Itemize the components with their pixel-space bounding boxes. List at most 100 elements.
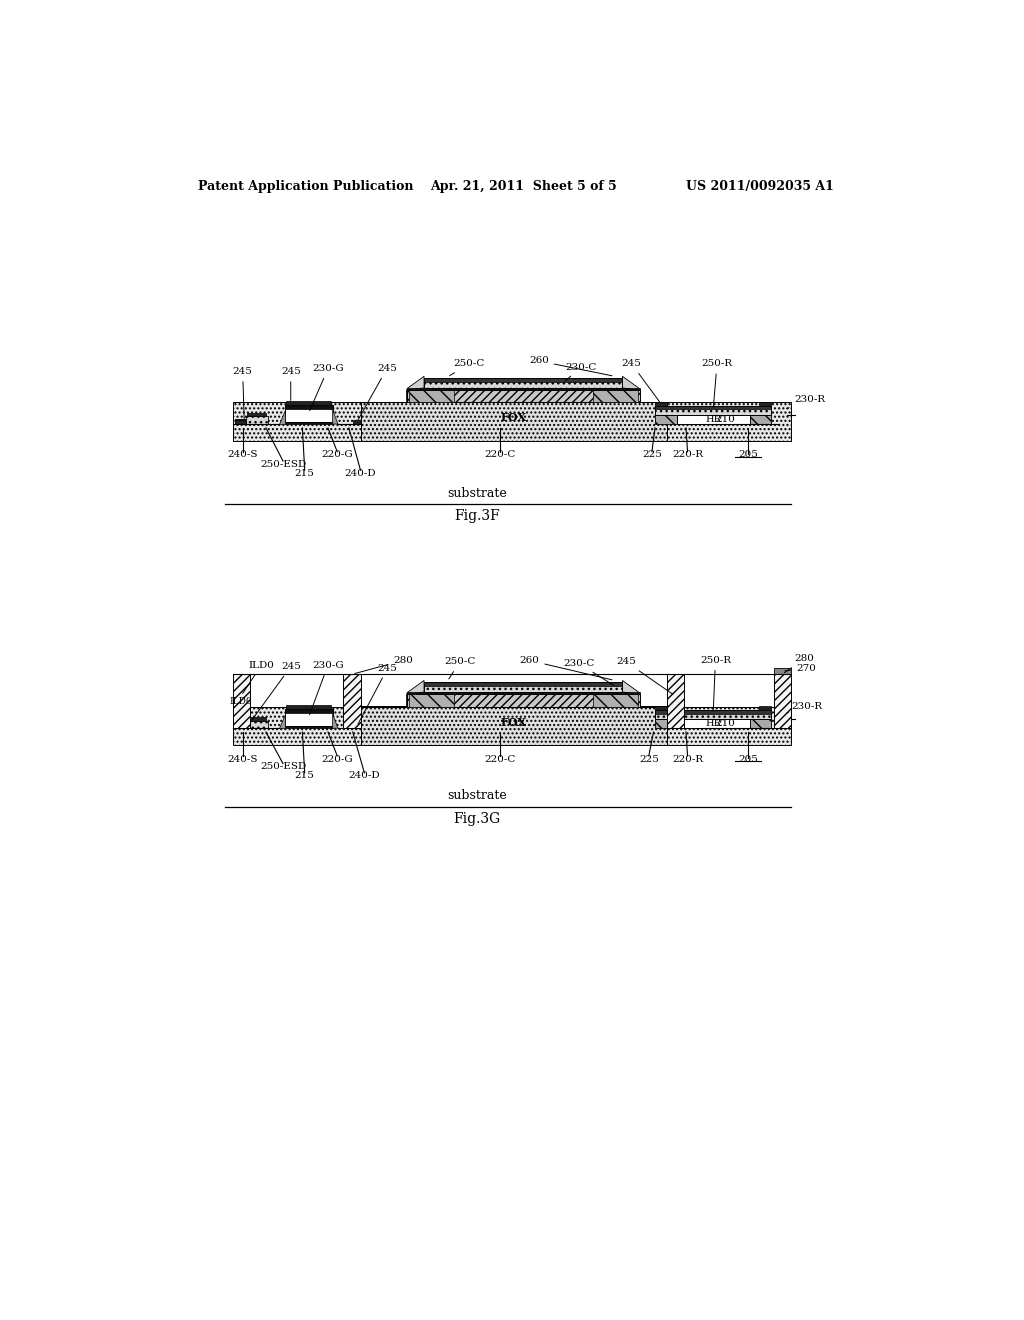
Text: 245: 245 <box>358 364 396 420</box>
Bar <box>248 717 266 721</box>
Text: 230-G: 230-G <box>309 364 344 411</box>
Bar <box>759 706 771 710</box>
Bar <box>407 694 640 706</box>
Text: ILD0: ILD0 <box>243 660 274 693</box>
Bar <box>285 405 333 422</box>
Bar <box>352 725 360 729</box>
Bar <box>246 416 267 424</box>
Text: Apr. 21, 2011  Sheet 5 of 5: Apr. 21, 2011 Sheet 5 of 5 <box>430 181 617 194</box>
Polygon shape <box>333 411 338 424</box>
Text: 215: 215 <box>295 771 314 780</box>
Text: 250-ESD: 250-ESD <box>260 459 306 469</box>
Polygon shape <box>360 376 424 403</box>
Text: Patent Application Publication: Patent Application Publication <box>198 181 414 194</box>
Polygon shape <box>333 714 338 729</box>
Bar <box>667 675 684 729</box>
Polygon shape <box>280 411 285 424</box>
Bar <box>286 705 331 709</box>
Text: substrate: substrate <box>446 789 507 803</box>
Bar <box>234 420 246 424</box>
Bar <box>655 405 771 409</box>
Text: 215: 215 <box>295 469 314 478</box>
Bar <box>655 710 771 714</box>
Bar <box>234 725 246 729</box>
Bar <box>232 706 360 744</box>
Bar <box>407 391 640 403</box>
Text: 220-C: 220-C <box>484 450 516 459</box>
Bar <box>360 403 667 441</box>
Text: 240-S: 240-S <box>227 755 258 763</box>
Bar <box>655 706 668 710</box>
Text: 220-R: 220-R <box>672 755 703 763</box>
Polygon shape <box>623 376 667 403</box>
Text: 225: 225 <box>639 755 658 763</box>
Text: 280: 280 <box>784 655 814 673</box>
Text: 245: 245 <box>616 657 673 694</box>
Bar <box>409 391 454 403</box>
Text: 250-ESD: 250-ESD <box>260 762 306 771</box>
Bar <box>750 719 771 729</box>
Text: 205: 205 <box>738 450 758 459</box>
Bar <box>655 401 668 405</box>
Text: 210: 210 <box>715 719 734 729</box>
Bar <box>407 388 640 391</box>
Polygon shape <box>360 681 424 706</box>
Text: 245: 245 <box>252 663 301 719</box>
Text: 240-S: 240-S <box>227 450 258 459</box>
Text: 270: 270 <box>784 664 816 673</box>
Text: 220-C: 220-C <box>484 755 516 763</box>
Bar <box>424 378 623 388</box>
Bar <box>773 675 791 729</box>
Text: 260: 260 <box>528 356 612 376</box>
Text: 250-R: 250-R <box>701 359 732 408</box>
Text: substrate: substrate <box>446 487 507 500</box>
Text: 230-R: 230-R <box>786 702 822 713</box>
Text: FOX: FOX <box>501 717 526 727</box>
Text: 230-C: 230-C <box>565 363 597 381</box>
Bar <box>424 682 623 686</box>
Bar <box>285 709 333 726</box>
Bar <box>655 414 677 424</box>
Bar <box>667 706 791 744</box>
Text: 230-C: 230-C <box>563 659 614 685</box>
Bar <box>232 403 360 441</box>
Bar <box>285 726 333 729</box>
Text: US 2011/0092035 A1: US 2011/0092035 A1 <box>686 181 834 194</box>
Text: 280: 280 <box>354 656 413 673</box>
Text: FOX: FOX <box>501 412 526 424</box>
Text: Fig.3F: Fig.3F <box>454 510 500 524</box>
Polygon shape <box>623 681 667 706</box>
Text: 230-G: 230-G <box>309 660 344 715</box>
Bar <box>407 692 640 694</box>
Text: HR: HR <box>706 719 721 729</box>
Text: 210: 210 <box>715 414 734 424</box>
Bar <box>232 675 250 729</box>
Text: 245: 245 <box>622 359 659 401</box>
Text: HR: HR <box>706 414 721 424</box>
Text: 245: 245 <box>358 664 397 725</box>
Text: 250-C: 250-C <box>444 657 475 678</box>
Bar <box>773 668 791 675</box>
Bar <box>246 721 267 729</box>
Bar <box>677 719 750 729</box>
Polygon shape <box>280 714 285 729</box>
Bar <box>285 405 333 409</box>
Bar <box>655 710 771 719</box>
Text: 240-D: 240-D <box>345 469 376 478</box>
Bar <box>234 418 246 424</box>
Text: 205: 205 <box>738 755 758 763</box>
Text: 250-R: 250-R <box>699 656 731 711</box>
Bar <box>285 422 333 424</box>
Text: 245: 245 <box>281 367 301 400</box>
Bar <box>343 675 360 729</box>
Bar <box>593 694 638 706</box>
Bar <box>234 723 246 729</box>
Bar <box>655 405 771 414</box>
Bar <box>286 401 331 405</box>
Text: 245: 245 <box>232 367 253 418</box>
Bar <box>593 391 638 403</box>
Bar <box>677 414 750 424</box>
Bar <box>352 420 360 424</box>
Bar <box>360 706 667 744</box>
Text: 225: 225 <box>642 450 662 459</box>
